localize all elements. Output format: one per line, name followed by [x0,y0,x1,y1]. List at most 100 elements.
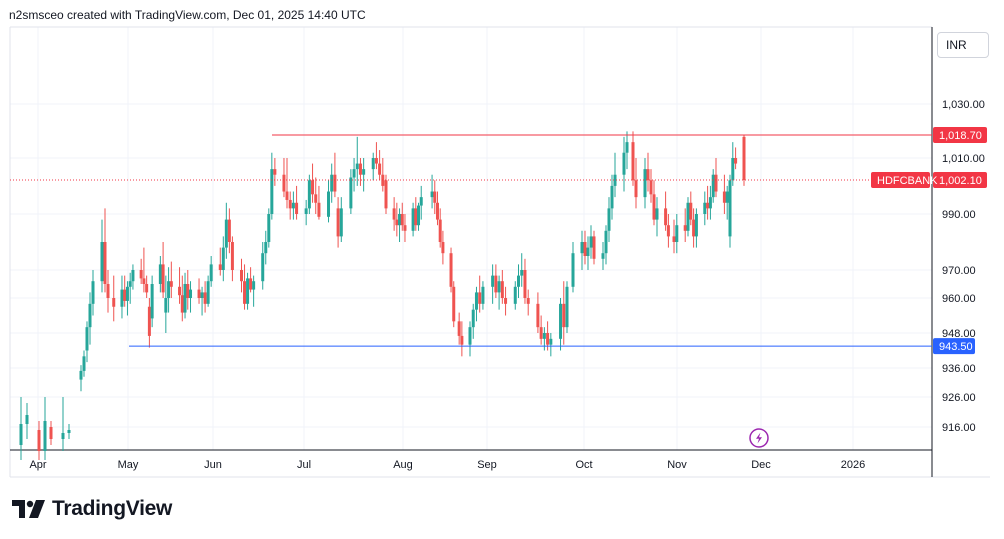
x-tick-label: May [118,459,139,471]
candle-body [88,303,92,328]
candle-body [209,264,213,282]
x-tick-label: 2026 [841,459,865,471]
candle-body [79,370,83,380]
candle-body [206,281,210,304]
candle [703,191,707,226]
candle-body [158,264,162,284]
candle-body [264,242,268,254]
candle [559,298,563,351]
tradingview-logo[interactable]: TradingView [12,496,172,522]
candle [91,270,95,316]
candle [209,256,213,287]
candle-body [358,163,362,175]
candle [362,158,366,192]
candle-body [565,286,569,328]
candle-body [622,152,626,175]
candle-body [120,289,124,307]
candle [106,270,110,313]
candle-body [398,214,402,226]
candle [249,267,253,293]
candle [622,136,626,192]
candle [270,152,274,220]
chart-frame [9,26,990,478]
candle [610,174,614,220]
candle-body [725,191,729,203]
candle-body [180,295,184,313]
candle [221,236,225,282]
candle-body [526,298,530,304]
candle-body [471,309,475,328]
candle [646,152,650,192]
candle-body [224,219,228,248]
candle [352,158,356,192]
candle [120,275,124,319]
candle [592,230,596,265]
x-tick-label: Jun [204,459,222,471]
candle [433,180,437,214]
candle [414,197,418,231]
candle-body [694,214,698,237]
candle-body [672,236,676,242]
candle-body [282,174,286,192]
candle-body [25,415,29,424]
candle [145,275,149,298]
candle [142,247,146,293]
candle-body [197,289,201,298]
candle [686,197,690,237]
axis-labels: Apr May Jun Jul Aug Sep Oct Nov Dec 2026 1,030.00 1… [29,99,984,471]
candle [317,185,321,220]
candle-body [371,158,375,170]
lightning-icon[interactable] [749,428,769,448]
candle-body [571,253,575,287]
candle-body [523,270,527,298]
candle-body [100,242,104,282]
candle-body [243,281,247,304]
candle [722,174,726,214]
candle-body [221,247,225,270]
candle-body [631,142,635,181]
candle [169,261,173,298]
candle [285,158,289,209]
candle [652,180,656,226]
symbol-tag-box [871,172,930,188]
candle [273,158,277,186]
candle-body [449,253,453,287]
y-tick-label: 990.00 [942,209,976,221]
candle [330,163,334,203]
candle-body [330,174,334,192]
candle-body [520,270,524,276]
candle-body [161,264,165,293]
candle [240,258,243,293]
candle-body [304,208,308,214]
candle-body [675,225,679,242]
candle-body [686,202,690,231]
candle [520,253,524,287]
candle [675,214,679,254]
candle [378,150,382,181]
candle-body [468,327,472,345]
candle-body [227,219,231,242]
candle [384,174,388,214]
y-tick-label: 1,030.00 [942,99,985,111]
candle [128,272,132,304]
currency-selector[interactable]: INR [937,32,989,58]
candle [49,421,53,445]
candle [435,191,439,226]
candle-body [417,205,421,226]
candle [164,275,168,333]
x-tick-label: Sep [477,459,497,471]
candle-body [539,327,543,339]
candle-body [150,284,154,319]
candle [672,219,676,254]
candle-body [601,253,605,259]
candle [634,158,638,209]
candle-body [504,298,508,304]
candle-body [125,286,129,301]
candle-body [106,284,110,298]
x-tick-label: Oct [575,459,592,471]
candle [79,365,83,392]
candle-body [706,202,710,209]
candle-body [513,286,517,304]
